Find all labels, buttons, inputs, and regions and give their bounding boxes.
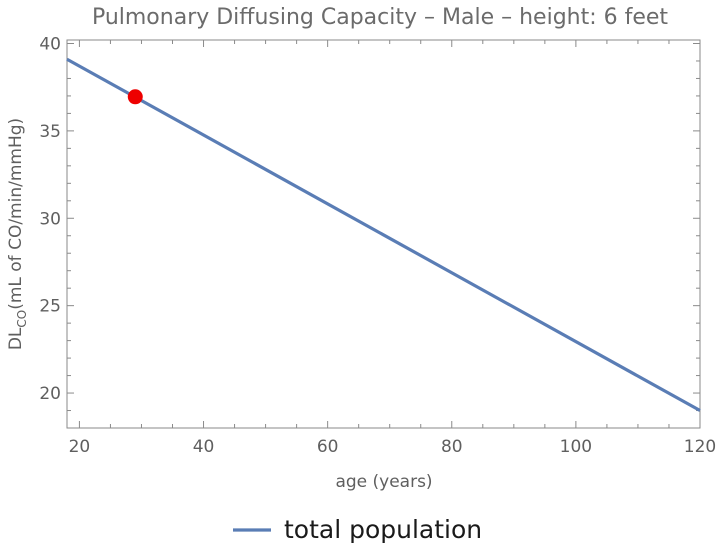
y-tick-label: 20: [39, 384, 61, 404]
y-axis-label-main: DL: [6, 327, 26, 350]
chart-title: Pulmonary Diffusing Capacity – Male – he…: [92, 5, 668, 30]
highlight-point: [127, 89, 143, 105]
x-tick-label: 40: [193, 437, 215, 457]
legend: total population: [233, 515, 482, 544]
y-tick-label: 40: [39, 34, 61, 54]
x-tick-label: 60: [317, 437, 339, 457]
y-tick-label: 25: [39, 297, 61, 317]
x-tick-label: 120: [684, 437, 716, 457]
x-axis-label: age (years): [335, 472, 432, 492]
plot-frame: [66, 39, 701, 429]
y-axis-label: DLCO(mL of CO/min/mmHg): [6, 118, 29, 350]
x-axis-tick-labels: 20 40 60 80 100 120: [69, 437, 717, 457]
x-tick-label: 20: [69, 437, 91, 457]
x-tick-label: 80: [441, 437, 463, 457]
y-tick-label: 35: [39, 122, 61, 142]
x-tick-label: 100: [560, 437, 592, 457]
y-axis-label-units: (mL of CO/min/mmHg): [6, 118, 26, 310]
y-axis-label-subscript: CO: [15, 310, 29, 328]
series-line-total-population: [66, 57, 701, 412]
y-axis-tick-labels: 20 25 30 35 40: [39, 34, 61, 404]
legend-label-total-population: total population: [284, 515, 482, 544]
x-axis-ticks: [78, 40, 701, 428]
y-tick-label: 30: [39, 209, 61, 229]
